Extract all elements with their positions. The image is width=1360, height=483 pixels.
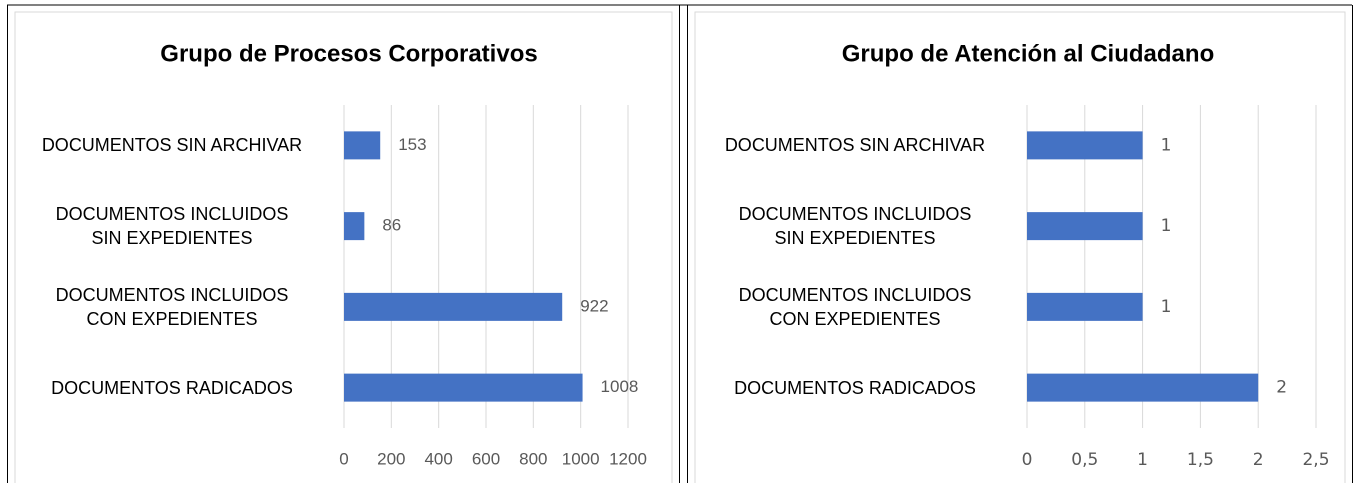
x-tick-label: 2 bbox=[1253, 450, 1264, 470]
x-tick-label: 0 bbox=[1022, 450, 1033, 470]
x-tick-label: 0,5 bbox=[1071, 450, 1098, 470]
y-tick-label: DOCUMENTOS RADICADOS bbox=[51, 377, 293, 398]
y-tick-label: DOCUMENTOS RADICADOS bbox=[734, 377, 976, 398]
data-label: 1008 bbox=[601, 377, 639, 396]
data-label: 1 bbox=[1161, 297, 1172, 317]
data-label: 2 bbox=[1276, 378, 1287, 398]
data-label: 922 bbox=[580, 296, 608, 315]
bar bbox=[344, 292, 563, 321]
x-tick-label: 800 bbox=[519, 449, 547, 468]
data-label: 1 bbox=[1161, 135, 1172, 155]
x-tick-label: 600 bbox=[472, 449, 500, 468]
x-tick-label: 1200 bbox=[609, 449, 647, 468]
y-tick-label: DOCUMENTOS SIN ARCHIVAR bbox=[724, 135, 986, 156]
chart-title: Grupo de Atención al Ciudadano bbox=[842, 40, 1214, 67]
x-tick-label: 1 bbox=[1137, 450, 1148, 470]
chart-title: Grupo de Procesos Corporativos bbox=[160, 40, 537, 67]
x-tick-label: 200 bbox=[377, 449, 405, 468]
y-tick-label: DOCUMENTOS INCLUIDOS CON EXPEDIENTES bbox=[738, 284, 972, 329]
y-tick-label: DOCUMENTOS INCLUIDOS CON EXPEDIENTES bbox=[55, 284, 289, 329]
x-tick-label: 1000 bbox=[562, 449, 600, 468]
chart-border bbox=[694, 11, 1346, 483]
data-label: 86 bbox=[382, 216, 401, 235]
x-tick-label: 2,5 bbox=[1302, 450, 1329, 470]
data-label: 1 bbox=[1161, 216, 1172, 236]
x-tick-label: 0 bbox=[339, 449, 348, 468]
x-tick-label: 1,5 bbox=[1187, 450, 1214, 470]
bar bbox=[1027, 212, 1143, 241]
chart-border bbox=[14, 11, 673, 483]
bar bbox=[344, 212, 365, 241]
bar bbox=[1027, 292, 1143, 321]
bar bbox=[344, 131, 381, 160]
data-label: 153 bbox=[398, 135, 426, 154]
y-tick-label: DOCUMENTOS INCLUIDOS SIN EXPEDIENTES bbox=[738, 204, 972, 249]
x-tick-label: 400 bbox=[424, 449, 452, 468]
y-tick-label: DOCUMENTOS INCLUIDOS SIN EXPEDIENTES bbox=[55, 204, 289, 249]
bar bbox=[1027, 373, 1259, 402]
bar bbox=[344, 373, 583, 402]
bar bbox=[1027, 131, 1143, 160]
y-tick-label: DOCUMENTOS SIN ARCHIVAR bbox=[41, 135, 303, 156]
